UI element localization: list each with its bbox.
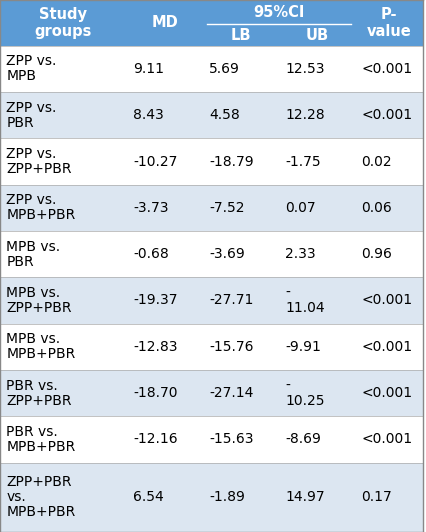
Text: PBR vs.
MPB+PBR: PBR vs. MPB+PBR (6, 425, 75, 454)
FancyBboxPatch shape (0, 277, 423, 323)
Text: -12.16: -12.16 (133, 433, 178, 446)
Text: -7.52: -7.52 (209, 201, 245, 215)
Text: 5.69: 5.69 (209, 62, 240, 76)
Text: 14.97: 14.97 (285, 491, 325, 504)
Text: -15.63: -15.63 (209, 433, 254, 446)
FancyBboxPatch shape (0, 185, 423, 231)
Text: P-
value: P- value (366, 7, 411, 39)
Text: LB: LB (231, 28, 251, 43)
Text: -27.14: -27.14 (209, 386, 253, 400)
Text: Study
groups: Study groups (35, 7, 92, 39)
Text: 12.28: 12.28 (285, 108, 325, 122)
Text: -18.79: -18.79 (209, 154, 254, 169)
FancyBboxPatch shape (0, 46, 423, 92)
Text: MPB vs.
MPB+PBR: MPB vs. MPB+PBR (6, 332, 75, 361)
Text: 0.07: 0.07 (285, 201, 316, 215)
Text: <0.001: <0.001 (361, 294, 412, 307)
Text: 9.11: 9.11 (133, 62, 164, 76)
FancyBboxPatch shape (0, 416, 423, 462)
Text: -1.89: -1.89 (209, 491, 245, 504)
Text: -19.37: -19.37 (133, 294, 178, 307)
Text: 0.06: 0.06 (361, 201, 392, 215)
Text: -0.68: -0.68 (133, 247, 169, 261)
Text: 0.96: 0.96 (361, 247, 392, 261)
Text: -3.69: -3.69 (209, 247, 245, 261)
Text: <0.001: <0.001 (361, 108, 412, 122)
Text: -12.83: -12.83 (133, 340, 178, 354)
Text: MD: MD (152, 15, 178, 30)
Text: -3.73: -3.73 (133, 201, 169, 215)
Text: -9.91: -9.91 (285, 340, 321, 354)
Text: 0.02: 0.02 (361, 154, 392, 169)
Text: ZPP+PBR
vs.
MPB+PBR: ZPP+PBR vs. MPB+PBR (6, 475, 75, 519)
Text: <0.001: <0.001 (361, 386, 412, 400)
FancyBboxPatch shape (0, 323, 423, 370)
Text: 12.53: 12.53 (285, 62, 325, 76)
Text: <0.001: <0.001 (361, 433, 412, 446)
Text: ZPP vs.
ZPP+PBR: ZPP vs. ZPP+PBR (6, 147, 72, 176)
Text: ZPP vs.
MPB: ZPP vs. MPB (6, 54, 57, 84)
Text: MPB vs.
PBR: MPB vs. PBR (6, 239, 60, 269)
Text: -10.27: -10.27 (133, 154, 178, 169)
Text: 8.43: 8.43 (133, 108, 164, 122)
Text: -8.69: -8.69 (285, 433, 321, 446)
Text: -27.71: -27.71 (209, 294, 253, 307)
FancyBboxPatch shape (0, 0, 423, 46)
Text: ZPP vs.
MPB+PBR: ZPP vs. MPB+PBR (6, 193, 75, 222)
Text: -
11.04: - 11.04 (285, 286, 325, 315)
FancyBboxPatch shape (0, 92, 423, 138)
Text: 6.54: 6.54 (133, 491, 164, 504)
Text: 2.33: 2.33 (285, 247, 316, 261)
Text: ZPP vs.
PBR: ZPP vs. PBR (6, 101, 57, 130)
FancyBboxPatch shape (0, 370, 423, 416)
FancyBboxPatch shape (0, 462, 423, 532)
Text: 0.17: 0.17 (361, 491, 392, 504)
Text: PBR vs.
ZPP+PBR: PBR vs. ZPP+PBR (6, 379, 72, 408)
Text: <0.001: <0.001 (361, 340, 412, 354)
Text: MPB vs.
ZPP+PBR: MPB vs. ZPP+PBR (6, 286, 72, 315)
Text: 95%CI: 95%CI (253, 5, 305, 20)
Text: 4.58: 4.58 (209, 108, 240, 122)
Text: -1.75: -1.75 (285, 154, 321, 169)
FancyBboxPatch shape (0, 231, 423, 277)
Text: -15.76: -15.76 (209, 340, 254, 354)
Text: -
10.25: - 10.25 (285, 379, 325, 408)
Text: -18.70: -18.70 (133, 386, 178, 400)
Text: <0.001: <0.001 (361, 62, 412, 76)
FancyBboxPatch shape (0, 138, 423, 185)
Text: UB: UB (305, 28, 328, 43)
